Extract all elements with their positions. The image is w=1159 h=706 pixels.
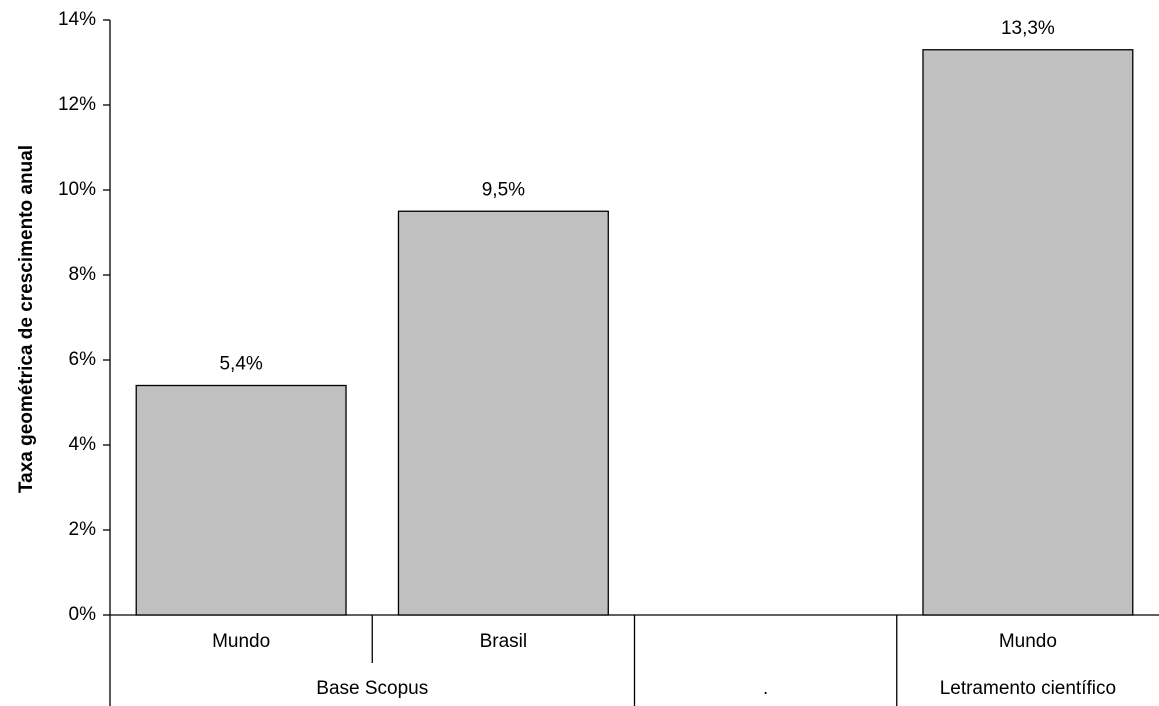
y-tick-label: 10% [58,179,96,200]
category-label: Mundo [999,631,1057,652]
bars [135,49,1134,616]
group-label: Letramento científico [940,678,1116,699]
y-tick-label: 0% [69,604,97,625]
group-label: . [763,678,768,699]
bar [922,49,1134,616]
bar [397,210,609,616]
group-label: Base Scopus [316,678,428,699]
data-label: 5,4% [219,354,262,375]
category-label: Brasil [480,631,528,652]
y-tick-label: 8% [69,264,97,285]
labels: 0% 2% 4% 6% 8% 10% 12% 14% 5,4% Mundo 9,5% Brasil 13… [58,9,1116,699]
data-label: 13,3% [1001,18,1055,39]
category-label: Mundo [212,631,270,652]
y-tick-label: 6% [69,349,97,370]
y-tick-label: 2% [69,519,97,540]
y-tick-label: 14% [58,9,96,30]
bar [135,384,347,616]
y-axis-title: Taxa geométrica de crescimento anual [16,145,37,493]
y-tick-label: 12% [58,94,96,115]
y-tick-label: 4% [69,434,97,455]
data-label: 9,5% [482,179,525,200]
